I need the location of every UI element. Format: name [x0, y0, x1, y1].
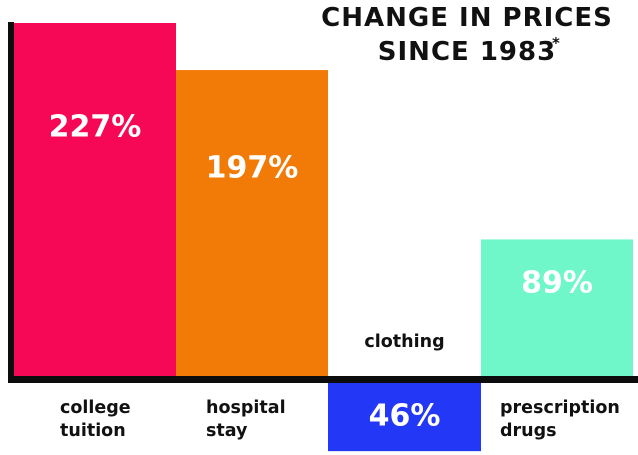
category-label-3: prescription drugs	[500, 398, 620, 441]
category-label-line: hospital	[206, 398, 286, 418]
bar-value-label-3: 89%	[521, 266, 593, 301]
chart-title: CHANGE IN PRICES SINCE 1983 *	[321, 3, 613, 67]
bar-0	[14, 23, 176, 379]
bar-value-label-0: 227%	[49, 110, 142, 145]
bar-2	[328, 379, 481, 452]
category-label-1: hospital stay	[206, 398, 286, 441]
labels-layer: 227% college tuition 197% hospital stay 46% clo…	[49, 110, 620, 442]
chart-title-line-2: SINCE 1983	[378, 37, 556, 67]
chart-title-line-1: CHANGE IN PRICES	[321, 3, 613, 33]
category-label-line: drugs	[500, 421, 557, 441]
bars-layer	[14, 23, 633, 452]
chart-title-marker: *	[552, 34, 560, 52]
category-label-0: college tuition	[60, 398, 131, 441]
y-axis	[8, 22, 14, 383]
category-label-line: stay	[206, 421, 248, 441]
bar-value-label-2: 46%	[369, 399, 441, 434]
category-label-line: college	[60, 398, 131, 418]
bar-1	[176, 70, 328, 379]
category-label-line: tuition	[60, 421, 126, 441]
bar-3	[481, 239, 633, 379]
category-label-2: clothing	[364, 332, 444, 352]
bar-value-label-1: 197%	[206, 150, 299, 185]
x-axis	[8, 376, 638, 383]
category-label-line: prescription	[500, 398, 620, 418]
